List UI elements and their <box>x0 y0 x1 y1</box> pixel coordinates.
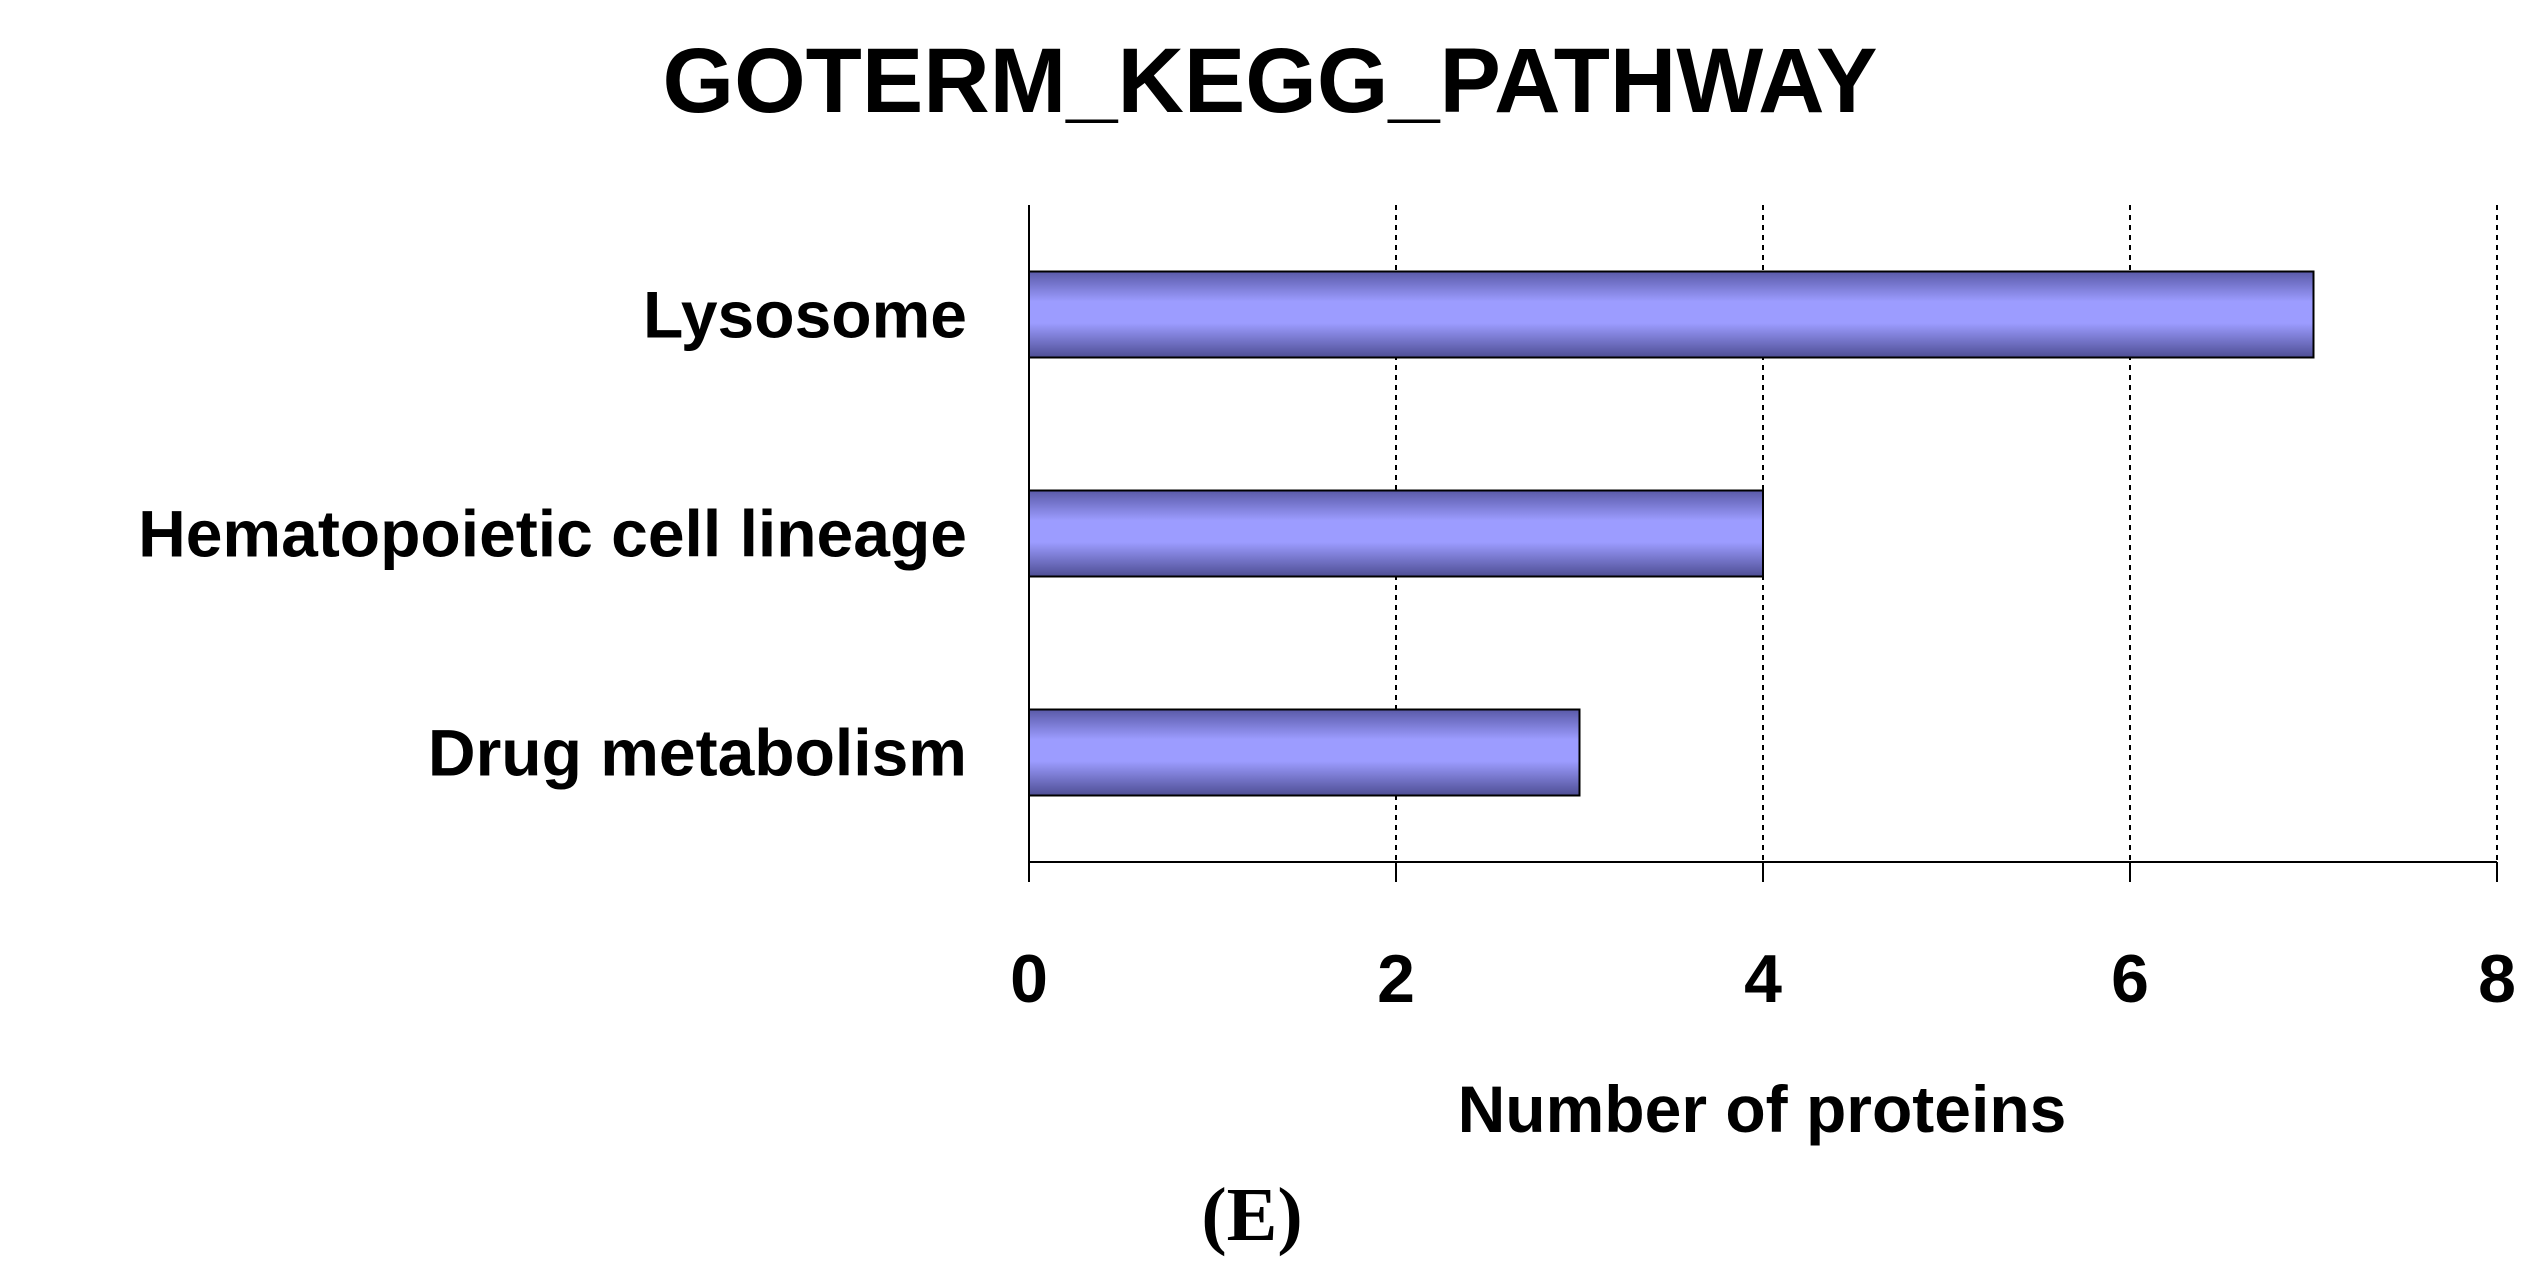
category-labels: Lysosome Hematopoietic cell lineage Drug m… <box>138 278 967 790</box>
x-tick-label: 8 <box>2478 941 2516 1017</box>
panel-label: (E) <box>1201 1173 1302 1257</box>
x-tick-label: 2 <box>1377 941 1415 1017</box>
category-label: Hematopoietic cell lineage <box>138 497 967 571</box>
tick-labels: 0 2 4 6 8 <box>1010 941 2516 1017</box>
x-tick-label: 6 <box>2111 941 2149 1017</box>
bar <box>1028 270 2315 359</box>
bar <box>1028 489 1764 578</box>
category-label: Lysosome <box>643 278 967 352</box>
bar <box>1028 708 1581 797</box>
x-tick-label: 4 <box>1744 941 1782 1017</box>
x-axis-label: Number of proteins <box>1458 1072 2067 1146</box>
x-tick-label: 0 <box>1010 941 1048 1017</box>
chart-title: GOTERM_KEGG_PATHWAY <box>663 30 1878 132</box>
bars <box>1028 270 2315 797</box>
category-label: Drug metabolism <box>428 716 967 790</box>
